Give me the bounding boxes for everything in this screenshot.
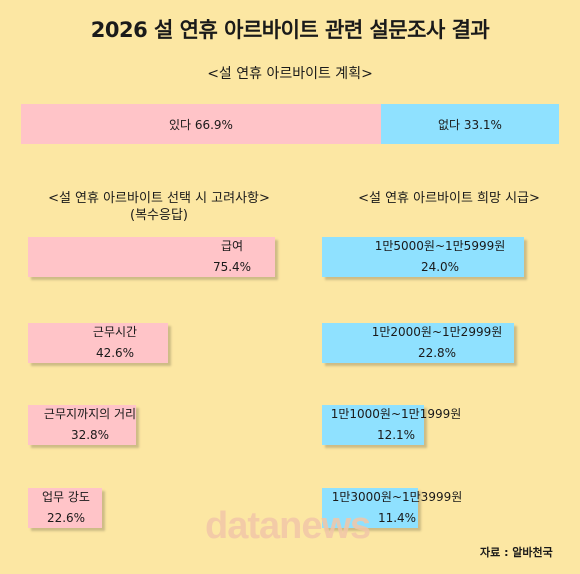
wage-category-label: 1만1000원~1만1999원 xyxy=(330,407,462,421)
factor-category-label: 근무지까지의 거리 xyxy=(43,407,137,421)
wage-value-label: 24.0% xyxy=(420,260,460,274)
factor-value-label: 42.6% xyxy=(95,346,135,360)
wage-bar xyxy=(322,405,424,445)
wage-bar xyxy=(322,323,514,363)
source-note: 자료 : 알바천국 xyxy=(480,546,553,559)
wage-category-label: 1만3000원~1만3999원 xyxy=(331,490,463,504)
factors-note: (복수응답) xyxy=(130,208,188,223)
factor-value-label: 75.4% xyxy=(212,260,252,274)
plan-label-yes: 있다 66.9% xyxy=(168,117,233,132)
factors-heading: <설 연휴 아르바이트 선택 시 고려사항> xyxy=(48,191,270,206)
plan-segment-yes: 있다 66.9% xyxy=(21,104,381,144)
wage-value-label: 11.4% xyxy=(377,511,417,525)
wage-bar xyxy=(322,237,524,277)
factor-category-label: 업무 강도 xyxy=(42,490,90,504)
factor-category-label: 근무시간 xyxy=(92,325,138,339)
factor-bar xyxy=(28,323,168,363)
wage-category-label: 1만2000원~1만2999원 xyxy=(371,325,503,339)
wage-category-label: 1만5000원~1만5999원 xyxy=(374,239,506,253)
datanews-watermark: datanews xyxy=(205,505,371,547)
plan-stacked-bar: 있다 66.9% 없다 33.1% xyxy=(21,104,559,144)
factor-bar xyxy=(28,237,276,277)
plan-heading: <설 연휴 아르바이트 계획> xyxy=(207,66,373,82)
plan-segment-no: 없다 33.1% xyxy=(380,104,559,144)
factor-bar xyxy=(28,488,103,528)
wage-value-label: 22.8% xyxy=(417,346,457,360)
factor-value-label: 22.6% xyxy=(46,511,86,525)
factor-category-label: 급여 xyxy=(220,239,244,253)
factor-bar xyxy=(28,405,136,445)
wage-bar xyxy=(322,488,418,528)
chart-title: 2026 설 연휴 아르바이트 관련 설문조사 결과 xyxy=(90,18,490,42)
wage-value-label: 12.1% xyxy=(376,428,416,442)
factor-value-label: 32.8% xyxy=(70,428,110,442)
wage-heading: <설 연휴 아르바이트 희망 시급> xyxy=(358,191,540,206)
plan-label-no: 없다 33.1% xyxy=(437,117,502,132)
